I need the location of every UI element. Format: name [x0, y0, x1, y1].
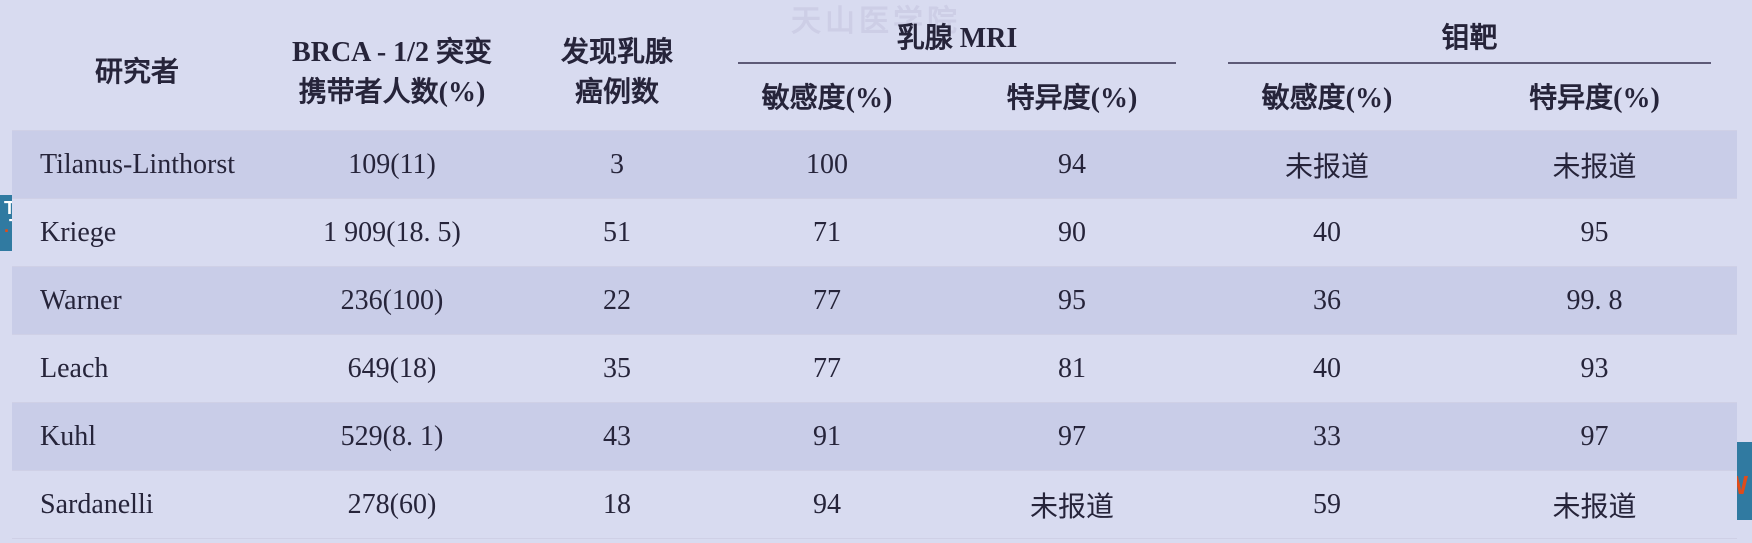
table-body: Tilanus-Linthorst109(11)310094未报道未报道 Kri… — [12, 131, 1737, 539]
comparison-table: 研究者 BRCA - 1/2 突变携带者人数(%) 发现乳腺癌例数 乳腺 MRI… — [12, 10, 1737, 539]
col-group-mri: 乳腺 MRI — [712, 10, 1202, 66]
col-header-mammo-spec: 特异度(%) — [1452, 66, 1737, 131]
col-header-mri-spec: 特异度(%) — [942, 66, 1202, 131]
table-row: Leach649(18)3577814093 — [12, 335, 1737, 403]
col-header-brca: BRCA - 1/2 突变携带者人数(%) — [262, 10, 522, 131]
col-header-mri-sens: 敏感度(%) — [712, 66, 942, 131]
table-row: Kuhl529(8. 1)4391973397 — [12, 403, 1737, 471]
table-row: Warner236(100)2277953699. 8 — [12, 267, 1737, 335]
table-row: Kriege1 909(18. 5)5171904095 — [12, 199, 1737, 267]
col-header-mammo-sens: 敏感度(%) — [1202, 66, 1452, 131]
col-header-researcher: 研究者 — [12, 10, 262, 131]
table-row: Tilanus-Linthorst109(11)310094未报道未报道 — [12, 131, 1737, 199]
col-group-mammo: 钼靶 — [1202, 10, 1737, 66]
table-row: Sardanelli278(60)1894未报道59未报道 — [12, 471, 1737, 539]
col-header-cases: 发现乳腺癌例数 — [522, 10, 712, 131]
